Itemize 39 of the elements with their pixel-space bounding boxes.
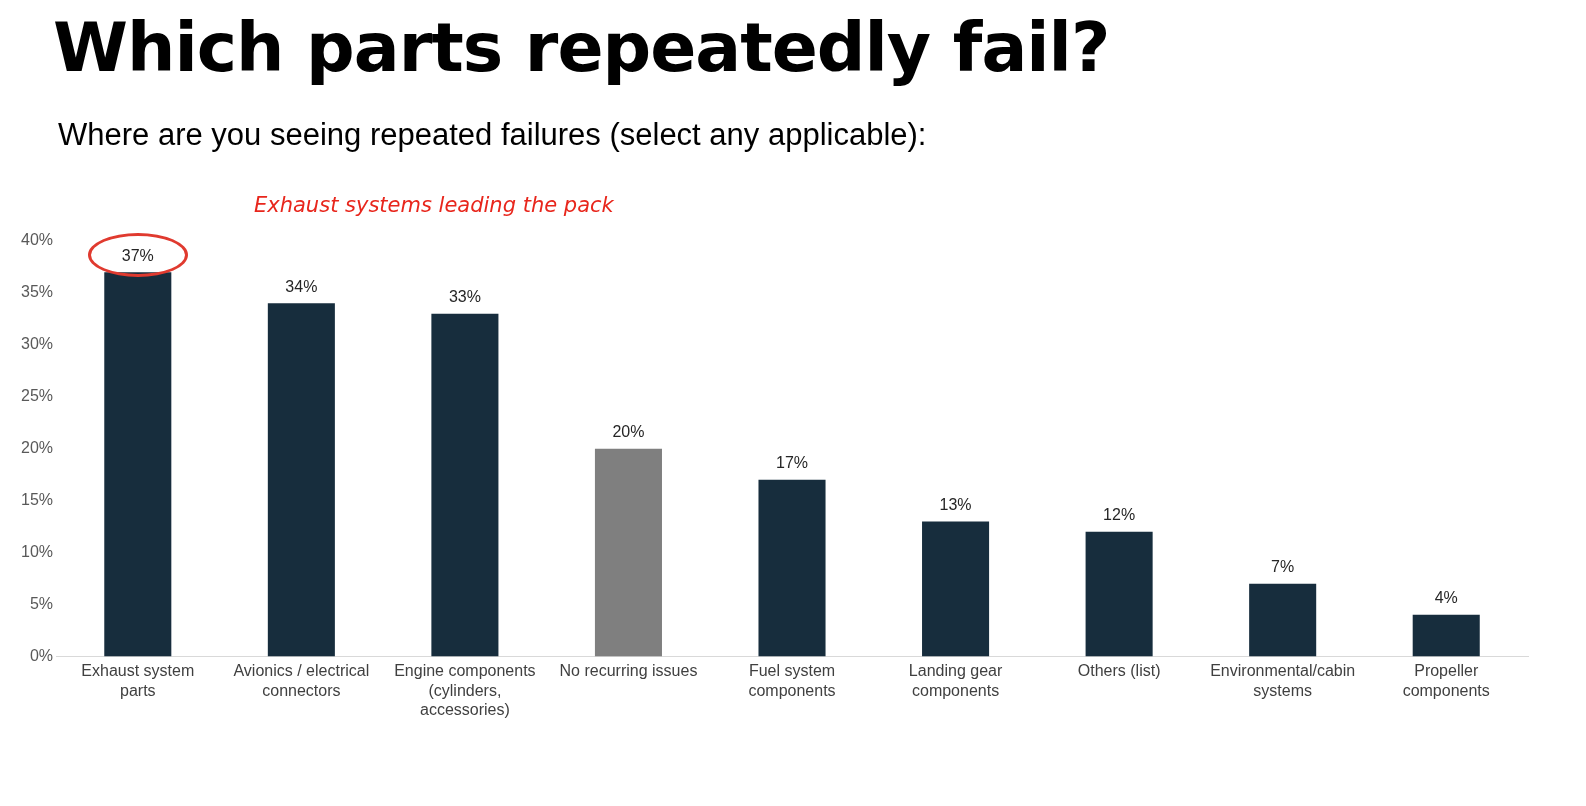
x-tick-label: No recurring issues	[559, 662, 698, 680]
chart-title: Which parts repeatedly fail?	[53, 8, 1111, 87]
y-tick-label: 5%	[29, 594, 54, 612]
data-label: 13%	[939, 495, 972, 513]
data-label: 12%	[1103, 506, 1136, 524]
x-tick-label: Fuel system components	[748, 662, 836, 699]
data-label: 17%	[776, 454, 809, 472]
chart-subtitle: Where are you seeing repeated failures (select any applicable):	[58, 117, 928, 153]
data-label: 33%	[448, 288, 481, 306]
bar	[104, 272, 172, 657]
y-tick-label: 20%	[20, 439, 54, 457]
bar	[758, 479, 826, 657]
data-label: 20%	[612, 423, 645, 441]
bar	[922, 521, 990, 657]
y-tick-label: 35%	[20, 283, 54, 301]
y-tick-label: 30%	[20, 335, 54, 353]
data-label: 37%	[121, 246, 154, 264]
data-label: 34%	[285, 277, 318, 295]
bar	[1249, 583, 1317, 657]
x-tick-label: Engine components (cylinders, accessories)	[394, 662, 536, 718]
y-tick-label: 25%	[20, 387, 54, 405]
x-tick-label: Others (list)	[1077, 662, 1161, 680]
text: Exhaust systems leading the pack	[254, 193, 614, 217]
x-tick-label: Landing gear components	[908, 662, 1003, 699]
y-tick-label: 40%	[20, 231, 54, 249]
x-tick-label: Exhaust system parts	[81, 662, 195, 699]
data-label: 7%	[1271, 558, 1295, 576]
bar	[431, 313, 499, 657]
x-tick-label: Environmental/cabin systems	[1210, 662, 1356, 699]
data-label: 4%	[1434, 589, 1458, 607]
bar	[267, 303, 335, 657]
x-tick-label: Propeller components	[1402, 662, 1490, 699]
bar	[1085, 531, 1153, 657]
x-tick-label: Avionics / electrical connectors	[233, 662, 370, 699]
y-tick-label: 15%	[20, 491, 54, 509]
bar	[1412, 614, 1480, 657]
y-tick-label: 0%	[29, 646, 54, 664]
bar	[594, 448, 662, 657]
y-tick-label: 10%	[20, 542, 54, 560]
